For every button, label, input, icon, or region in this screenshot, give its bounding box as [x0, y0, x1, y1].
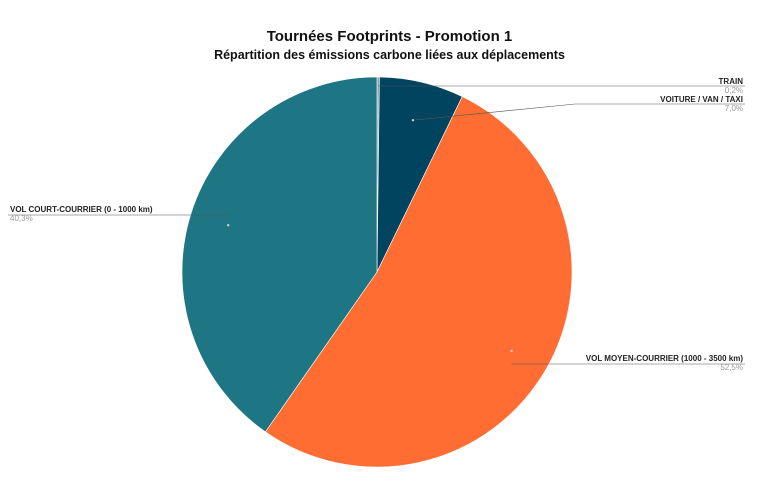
- slice-name: VOL MOYEN-COURRIER (1000 - 3500 km): [586, 354, 744, 363]
- chart-title: Tournées Footprints - Promotion 1: [266, 28, 513, 45]
- slice-value: 40,3%: [10, 214, 33, 223]
- leader-dot: [376, 114, 380, 118]
- slice-value: 52,5%: [720, 363, 743, 372]
- slice-name: VOL COURT-COURRIER (0 - 1000 km): [10, 205, 153, 214]
- leader-line: [412, 103, 745, 121]
- pie-slice-vol-court-courrier-0-1000-km[interactable]: [181, 76, 378, 433]
- chart-subtitle: Répartition des émissions carbone liées …: [214, 48, 565, 62]
- leader-dot: [226, 223, 230, 227]
- leader-dot: [411, 118, 415, 122]
- slice-name: VOITURE / VAN / TAXI: [660, 95, 743, 104]
- slice-value: 0,2%: [725, 86, 743, 95]
- slice-label-vol-court-courrier-0-1000-km: VOL COURT-COURRIER (0 - 1000 km)40,3%: [8, 205, 230, 227]
- pie-slice-vol-moyen-courrier-1000-3500-km[interactable]: [264, 96, 573, 468]
- leader-dot: [510, 349, 513, 353]
- slice-label-vol-moyen-courrier-1000-3500-km: VOL MOYEN-COURRIER (1000 - 3500 km)52,5%: [510, 349, 745, 372]
- slice-value: 7,0%: [725, 104, 743, 113]
- slice-name: TRAIN: [719, 77, 744, 86]
